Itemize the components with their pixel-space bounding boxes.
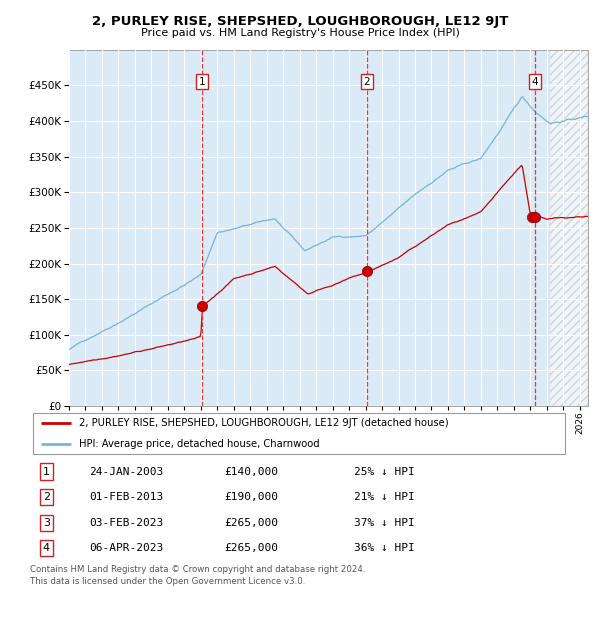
Text: 24-JAN-2003: 24-JAN-2003 — [89, 467, 164, 477]
Text: 36% ↓ HPI: 36% ↓ HPI — [354, 543, 415, 553]
Point — [362, 265, 372, 275]
Text: Price paid vs. HM Land Registry's House Price Index (HPI): Price paid vs. HM Land Registry's House … — [140, 28, 460, 38]
Text: £140,000: £140,000 — [224, 467, 278, 477]
Point — [530, 212, 540, 222]
Point — [197, 301, 207, 311]
Text: 21% ↓ HPI: 21% ↓ HPI — [354, 492, 415, 502]
FancyBboxPatch shape — [33, 413, 565, 454]
Text: £190,000: £190,000 — [224, 492, 278, 502]
Text: 25% ↓ HPI: 25% ↓ HPI — [354, 467, 415, 477]
Text: 2: 2 — [43, 492, 50, 502]
Text: 2: 2 — [364, 77, 370, 87]
Text: 01-FEB-2013: 01-FEB-2013 — [89, 492, 164, 502]
Text: 37% ↓ HPI: 37% ↓ HPI — [354, 518, 415, 528]
Text: 06-APR-2023: 06-APR-2023 — [89, 543, 164, 553]
Text: 1: 1 — [43, 467, 50, 477]
Text: £265,000: £265,000 — [224, 543, 278, 553]
Text: 03-FEB-2023: 03-FEB-2023 — [89, 518, 164, 528]
Text: £265,000: £265,000 — [224, 518, 278, 528]
Bar — [550, 50, 588, 406]
Text: 1: 1 — [199, 77, 205, 87]
Point — [527, 212, 536, 222]
Text: HPI: Average price, detached house, Charnwood: HPI: Average price, detached house, Char… — [79, 438, 319, 449]
Text: 4: 4 — [43, 543, 50, 553]
Text: 2, PURLEY RISE, SHEPSHED, LOUGHBOROUGH, LE12 9JT: 2, PURLEY RISE, SHEPSHED, LOUGHBOROUGH, … — [92, 16, 508, 29]
Text: This data is licensed under the Open Government Licence v3.0.: This data is licensed under the Open Gov… — [30, 577, 305, 586]
Text: 3: 3 — [43, 518, 50, 528]
Text: Contains HM Land Registry data © Crown copyright and database right 2024.: Contains HM Land Registry data © Crown c… — [30, 565, 365, 575]
Text: 2, PURLEY RISE, SHEPSHED, LOUGHBOROUGH, LE12 9JT (detached house): 2, PURLEY RISE, SHEPSHED, LOUGHBOROUGH, … — [79, 418, 448, 428]
Text: 4: 4 — [532, 77, 538, 87]
